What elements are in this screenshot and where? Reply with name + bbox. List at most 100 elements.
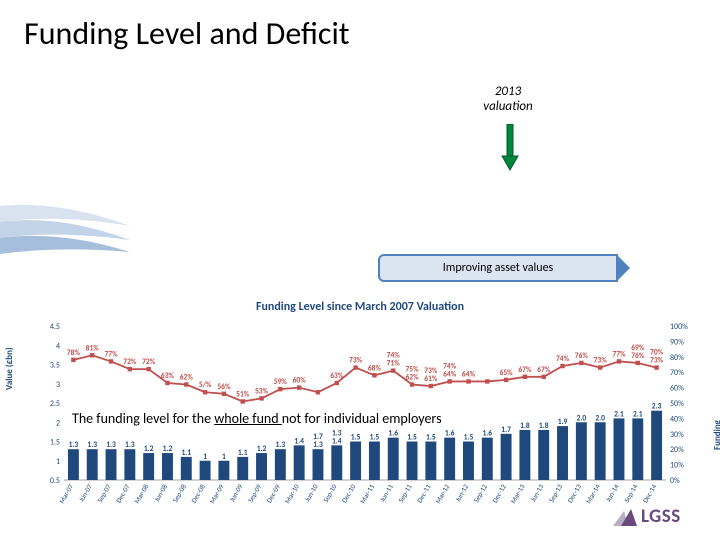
svg-text:10%: 10%: [670, 461, 684, 471]
svg-text:1.2: 1.2: [144, 445, 154, 454]
background-swoosh: [0, 200, 130, 260]
svg-text:1.7: 1.7: [313, 433, 323, 442]
svg-text:Mar-14: Mar-14: [584, 482, 602, 505]
svg-text:73%: 73%: [594, 357, 608, 366]
svg-text:74%: 74%: [387, 352, 401, 361]
svg-text:56%: 56%: [217, 383, 231, 392]
svg-text:80%: 80%: [670, 353, 684, 363]
svg-text:Dec-12: Dec-12: [490, 482, 508, 504]
svg-text:67%: 67%: [537, 366, 551, 375]
svg-text:Sep-08: Sep-08: [170, 482, 188, 504]
svg-text:61%: 61%: [424, 375, 438, 384]
svg-text:4: 4: [56, 341, 60, 351]
svg-text:64%: 64%: [462, 370, 476, 379]
svg-text:74%: 74%: [443, 362, 457, 371]
svg-text:1.8: 1.8: [520, 422, 530, 431]
svg-text:71%: 71%: [387, 360, 401, 369]
svg-text:Sep-11: Sep-11: [396, 482, 414, 504]
svg-text:Sep-10: Sep-10: [321, 482, 339, 504]
svg-text:Jun-12: Jun-12: [453, 482, 470, 503]
svg-text:73%: 73%: [424, 367, 438, 376]
svg-text:0.5: 0.5: [50, 476, 60, 486]
svg-text:Mar-10: Mar-10: [283, 482, 301, 505]
svg-text:1.6: 1.6: [482, 430, 492, 439]
svg-text:Sep-14: Sep-14: [622, 482, 640, 504]
callout-text: Improving asset values: [378, 254, 618, 282]
svg-text:72%: 72%: [123, 358, 137, 367]
svg-text:1.6: 1.6: [445, 430, 455, 439]
svg-text:2.5: 2.5: [50, 399, 60, 409]
y-axis-left-label: Value (£bn): [4, 347, 15, 390]
svg-text:76%: 76%: [575, 352, 589, 361]
svg-text:Mar-09: Mar-09: [207, 482, 225, 505]
svg-text:50%: 50%: [670, 399, 684, 409]
svg-text:1.7: 1.7: [501, 426, 511, 435]
svg-text:Mar-11: Mar-11: [358, 482, 376, 505]
svg-text:63%: 63%: [161, 372, 175, 381]
svg-text:60%: 60%: [293, 377, 307, 386]
svg-text:74%: 74%: [556, 355, 570, 364]
valuation-label: 2013 valuation: [478, 84, 538, 114]
svg-text:Sep-13: Sep-13: [547, 482, 565, 504]
svg-text:Dec-14: Dec-14: [641, 482, 659, 504]
svg-text:Jun-11: Jun-11: [378, 482, 395, 503]
svg-text:77%: 77%: [104, 350, 118, 359]
svg-text:73%: 73%: [349, 357, 363, 366]
svg-text:Jun-13: Jun-13: [528, 482, 545, 503]
svg-text:1.3: 1.3: [313, 441, 323, 450]
svg-text:3.5: 3.5: [50, 361, 60, 371]
svg-text:62%: 62%: [405, 374, 419, 383]
svg-text:65%: 65%: [500, 369, 514, 378]
page-title: Funding Level and Deficit: [24, 14, 350, 53]
svg-text:67%: 67%: [518, 366, 532, 375]
svg-text:1.4: 1.4: [332, 437, 342, 446]
svg-text:20%: 20%: [670, 445, 684, 455]
svg-text:51%: 51%: [236, 390, 250, 399]
svg-text:Jun-09: Jun-09: [227, 482, 244, 503]
svg-text:1.5: 1.5: [407, 434, 417, 443]
svg-text:81%: 81%: [86, 344, 100, 353]
svg-text:78%: 78%: [67, 349, 81, 358]
footnote: The funding level for the whole fund not…: [72, 410, 442, 427]
svg-text:100%: 100%: [670, 322, 688, 332]
svg-text:1: 1: [222, 453, 226, 462]
svg-text:70%: 70%: [670, 368, 684, 378]
svg-text:Dec-13: Dec-13: [565, 482, 583, 504]
svg-text:75%: 75%: [405, 366, 419, 375]
svg-text:Dec-10: Dec-10: [340, 482, 358, 504]
svg-text:72%: 72%: [142, 358, 156, 367]
footnote-b: whole fund: [214, 410, 282, 427]
svg-text:Jun-07: Jun-07: [77, 482, 94, 503]
svg-text:30%: 30%: [670, 430, 684, 440]
svg-text:1.5: 1.5: [50, 438, 60, 448]
svg-text:69%: 69%: [631, 344, 645, 353]
svg-text:2.3: 2.3: [652, 403, 662, 412]
svg-text:77%: 77%: [612, 350, 626, 359]
svg-text:5/%: 5/%: [199, 381, 212, 390]
svg-text:1.3: 1.3: [276, 441, 286, 450]
svg-text:1.3: 1.3: [125, 441, 135, 450]
svg-text:Dec-09: Dec-09: [264, 482, 282, 504]
svg-text:1: 1: [56, 457, 60, 467]
svg-text:1.2: 1.2: [257, 445, 267, 454]
footnote-a: The funding level for the: [72, 410, 214, 427]
svg-text:1.8: 1.8: [539, 422, 549, 431]
svg-text:1.1: 1.1: [238, 449, 248, 458]
svg-text:76%: 76%: [631, 352, 645, 361]
svg-text:59%: 59%: [274, 378, 288, 387]
svg-text:1.3: 1.3: [69, 441, 79, 450]
svg-text:3: 3: [56, 380, 60, 390]
svg-text:1: 1: [203, 453, 207, 462]
svg-text:0%: 0%: [670, 476, 680, 486]
svg-text:Dec-11: Dec-11: [415, 482, 433, 504]
svg-text:70%: 70%: [650, 349, 664, 358]
svg-text:Dec-08: Dec-08: [189, 482, 207, 504]
svg-text:4.5: 4.5: [50, 322, 60, 332]
valuation-arrow-icon: [500, 124, 520, 172]
svg-text:1.5: 1.5: [351, 434, 361, 443]
svg-text:Dec-07: Dec-07: [114, 482, 132, 504]
svg-text:62%: 62%: [180, 374, 194, 383]
svg-text:1.4: 1.4: [294, 437, 304, 446]
svg-text:1.1: 1.1: [181, 449, 191, 458]
lgss-logo: LGSS: [613, 503, 705, 531]
